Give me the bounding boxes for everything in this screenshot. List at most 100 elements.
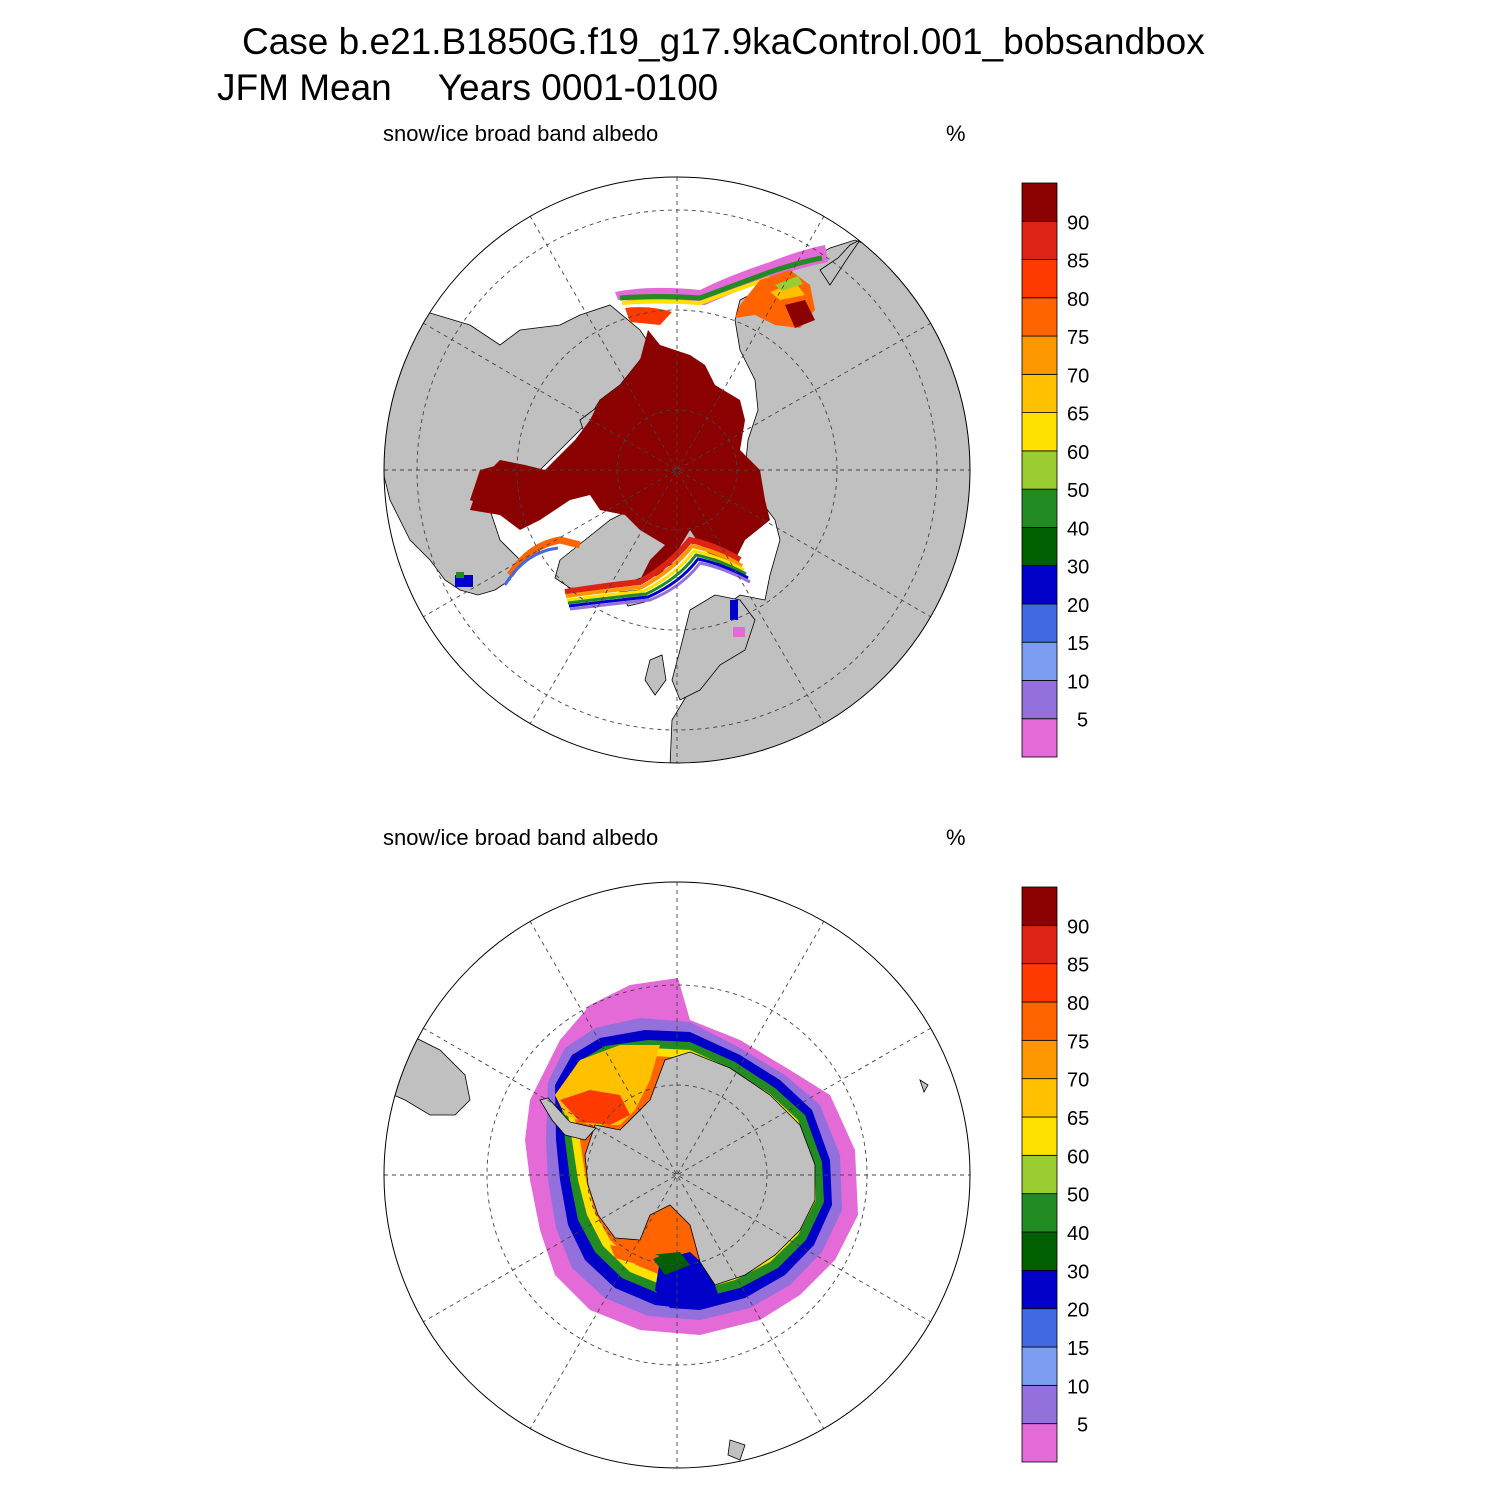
north-colorbar-label: 90 [1067, 212, 1089, 234]
north-map-border [383, 176, 971, 764]
north-colorbar-swatch [1021, 641, 1058, 681]
north-miz-red [564, 536, 742, 595]
south-colorbar-label: 5 [1067, 1415, 1088, 1437]
south-panel-units: % [946, 825, 966, 850]
north-colorbar-swatch [1021, 297, 1058, 337]
north-miz-violet [569, 561, 751, 611]
south-colorbar-label: 75 [1067, 1031, 1089, 1053]
north-colorbar-label: 60 [1067, 442, 1089, 464]
north-colorbar-label: 30 [1067, 557, 1089, 579]
north-colorbar-label: 5 [1067, 710, 1088, 732]
north-colorbar-swatch [1021, 527, 1058, 567]
north-land-british-isles [644, 654, 667, 696]
north-sea-ice-hudson [470, 462, 545, 512]
south-land-antarctic-peninsula [539, 1097, 597, 1141]
north-colorbar-swatch [1021, 450, 1058, 490]
north-colorbar-label: 85 [1067, 251, 1089, 273]
north-panel-variable: snow/ice broad band albedo [383, 121, 659, 146]
north-okhotsk-core [785, 300, 815, 328]
north-colorbar-swatch [1021, 182, 1058, 222]
south-colorbar-swatch [1021, 924, 1058, 965]
south-colorbar-swatch [1021, 1154, 1058, 1195]
south-colorbar-swatch [1021, 1346, 1058, 1386]
south-colorbar-label: 30 [1067, 1261, 1089, 1283]
north-bering-rainbow [619, 255, 823, 301]
south-colorbar-swatch [1021, 1001, 1058, 1041]
south-polar-map [383, 881, 971, 1469]
north-colorbar-swatch [1021, 373, 1058, 414]
south-colorbar-swatch [1021, 886, 1058, 926]
north-colorbar-label: 80 [1067, 289, 1089, 311]
south-colorbar-label: 90 [1067, 916, 1089, 938]
north-okhotsk-yellow [770, 282, 805, 300]
north-miz-yellow [566, 549, 745, 602]
south-land-patch-right [919, 1079, 929, 1093]
north-great-lakes-ice-2 [456, 572, 464, 578]
north-colorbar-swatch [1021, 603, 1058, 643]
north-panel-units: % [946, 121, 966, 146]
north-colorbar-label: 10 [1067, 671, 1089, 693]
south-colorbar-swatch [1021, 1423, 1058, 1463]
south-colorbar-swatch [1021, 1269, 1058, 1310]
south-colorbar-swatch [1021, 1039, 1058, 1080]
south-panel-variable: snow/ice broad band albedo [383, 825, 659, 850]
north-bering-red [625, 307, 672, 325]
north-labrador-bands-outer [503, 546, 559, 586]
north-colorbar-label: 75 [1067, 327, 1089, 349]
south-colorbar: 5 10 15 20 30 40 50 60 65 70 75 80 85 90 [1021, 886, 1089, 1463]
south-land-antarctica [584, 1051, 816, 1286]
south-colorbar-label: 40 [1067, 1223, 1089, 1245]
north-polar-map [383, 176, 971, 764]
north-sea-ice-core [470, 330, 770, 580]
south-colorbar-label: 15 [1067, 1338, 1089, 1360]
north-colorbar-label: 40 [1067, 518, 1089, 540]
south-colorbar-swatch [1021, 1078, 1058, 1118]
north-colorbar-label: 65 [1067, 404, 1089, 426]
south-colorbar-label: 80 [1067, 993, 1089, 1015]
south-colorbar-swatch [1021, 1231, 1058, 1271]
north-bering-band [615, 245, 828, 305]
south-weddell-core [560, 1090, 630, 1125]
north-colorbar-label: 50 [1067, 480, 1089, 502]
south-colorbar-label: 85 [1067, 955, 1089, 977]
south-colorbar-swatch [1021, 1308, 1058, 1348]
south-colorbar-label: 70 [1067, 1070, 1089, 1092]
north-colorbar-label: 20 [1067, 595, 1089, 617]
north-miz-green [567, 553, 747, 605]
south-graticule [384, 882, 970, 1468]
south-colorbar-label: 50 [1067, 1185, 1089, 1207]
north-miz-blue [568, 557, 749, 608]
south-map-border [383, 881, 971, 1469]
north-graticule [384, 177, 970, 763]
north-baltic-ice-2 [733, 627, 745, 637]
south-colorbar-swatch [1021, 1193, 1058, 1233]
south-colorbar-label: 20 [1067, 1300, 1089, 1322]
north-okhotsk-green [775, 276, 803, 291]
title-season: JFM Mean [217, 67, 392, 108]
south-colorbar-swatch [1021, 1384, 1058, 1425]
north-colorbar-swatch [1021, 718, 1058, 758]
south-colorbar-swatch [1021, 963, 1058, 1003]
south-colorbar-label: 65 [1067, 1108, 1089, 1130]
north-colorbar: 5 10 15 20 30 40 50 60 65 70 75 80 85 90 [1021, 182, 1089, 758]
north-labrador-bands [507, 536, 581, 577]
north-colorbar-swatch [1021, 335, 1058, 375]
north-colorbar-swatch [1021, 412, 1058, 452]
title-case: Case b.e21.B1850G.f19_g17.9kaControl.001… [242, 21, 1205, 62]
north-colorbar-swatch [1021, 220, 1058, 260]
north-colorbar-swatch [1021, 565, 1058, 605]
north-land-europe [671, 594, 756, 701]
title-period: JFM Mean Years 0001-0100 [217, 66, 718, 110]
south-land-patch-bottom [727, 1439, 746, 1461]
north-colorbar-swatch [1021, 488, 1058, 528]
north-colorbar-swatch [1021, 680, 1058, 720]
south-colorbar-swatch [1021, 1116, 1058, 1156]
south-colorbar-label: 10 [1067, 1376, 1089, 1398]
south-colorbar-label: 60 [1067, 1146, 1089, 1168]
title-years: Years 0001-0100 [437, 67, 719, 108]
north-colorbar-label: 15 [1067, 633, 1089, 655]
south-ross-green [650, 1252, 690, 1275]
north-colorbar-label: 70 [1067, 365, 1089, 387]
north-bering-yellow [621, 276, 771, 306]
